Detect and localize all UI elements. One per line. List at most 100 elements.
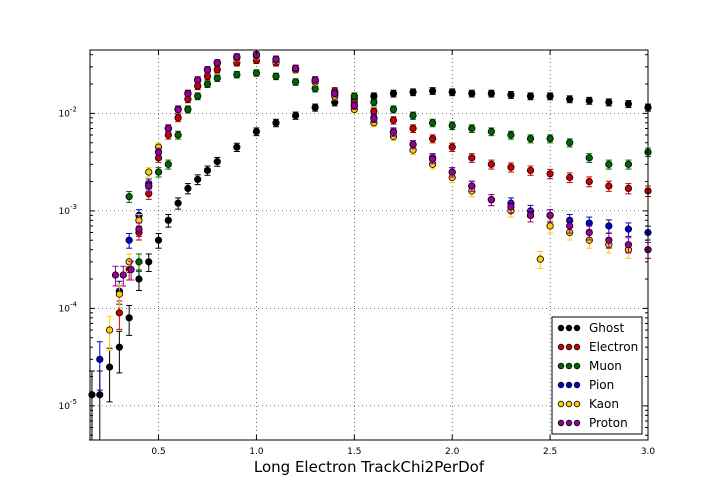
data-point — [154, 236, 163, 244]
data-point — [184, 184, 192, 193]
data-point — [468, 154, 476, 162]
data-point — [350, 92, 358, 100]
data-point — [233, 143, 241, 151]
legend-entry-ghost: Ghost — [557, 321, 624, 335]
legend-box — [551, 316, 643, 435]
data-point — [585, 97, 593, 105]
data-point — [164, 216, 172, 224]
legend-marker — [573, 400, 581, 408]
data-point — [105, 363, 114, 371]
data-point — [311, 84, 319, 93]
data-point — [119, 271, 127, 279]
legend-marker — [573, 419, 581, 427]
data-point — [605, 160, 613, 168]
data-point — [125, 236, 133, 244]
legend-marker — [573, 324, 581, 332]
x-tick-label: 1.5 — [347, 447, 361, 457]
data-point — [252, 69, 261, 77]
legend-marker — [565, 419, 573, 427]
data-point — [370, 107, 378, 115]
data-point — [127, 265, 135, 274]
legend-marker — [565, 343, 573, 351]
data-point — [184, 105, 192, 113]
legend-marker — [565, 381, 573, 389]
data-point — [546, 170, 554, 178]
data-point — [164, 160, 172, 168]
y-tick-label: 10 — [59, 207, 71, 217]
data-point — [111, 271, 120, 279]
axis-ticks: 0.5 1.0 1.5 2.0 2.5 3.010-510-410-310-2 — [59, 50, 656, 457]
x-tick-label: 0.5 — [151, 447, 165, 457]
data-point — [272, 119, 280, 127]
data-point — [605, 98, 613, 106]
data-points — [88, 51, 652, 441]
data-point — [311, 103, 319, 112]
legend-marker — [557, 324, 565, 332]
data-point — [526, 166, 535, 175]
data-point — [370, 98, 378, 106]
data-point — [429, 119, 437, 127]
data-point — [487, 128, 495, 136]
data-point — [233, 70, 241, 79]
data-point — [311, 76, 319, 84]
data-point — [448, 168, 456, 176]
legend-marker — [557, 381, 565, 389]
data-point — [145, 258, 153, 266]
data-point — [115, 290, 123, 298]
data-point — [370, 115, 378, 123]
data-point — [546, 211, 554, 219]
data-point — [145, 168, 153, 176]
legend-label: Proton — [589, 416, 628, 430]
data-point — [213, 59, 221, 67]
data-point — [409, 111, 417, 120]
data-point — [389, 105, 398, 113]
legend-marker — [573, 343, 581, 351]
data-point — [526, 211, 535, 219]
data-point — [96, 391, 104, 399]
data-point — [272, 55, 280, 63]
data-point — [291, 78, 300, 86]
data-point — [585, 177, 593, 186]
data-point — [448, 88, 456, 96]
data-point — [184, 89, 192, 98]
data-point — [448, 121, 456, 130]
legend-marker — [565, 362, 573, 370]
legend-entry-proton: Proton — [557, 416, 628, 430]
data-point — [585, 228, 593, 237]
data-point — [135, 225, 143, 233]
data-point — [566, 173, 574, 182]
data-point — [624, 160, 633, 168]
data-point — [409, 124, 417, 133]
x-axis-label: Long Electron TrackChi2PerDof — [254, 458, 485, 476]
y-tick-label: 10 — [59, 304, 71, 314]
data-point — [272, 72, 280, 80]
data-point — [409, 140, 417, 149]
legend-entry-electron: Electron — [557, 340, 638, 354]
data-point — [164, 124, 172, 133]
data-point — [291, 111, 300, 120]
data-point — [585, 154, 593, 162]
data-point — [174, 131, 182, 139]
x-tick-label: 3.0 — [641, 447, 656, 457]
data-point — [487, 160, 495, 168]
data-point — [546, 92, 554, 100]
data-point — [389, 128, 398, 136]
data-point — [624, 184, 633, 193]
data-point — [507, 91, 515, 99]
y-tick-label: 10 — [59, 109, 71, 119]
data-point — [468, 124, 476, 133]
data-point — [213, 66, 221, 74]
data-point — [154, 168, 163, 176]
legend-marker — [565, 400, 573, 408]
y-tick-exponent: -5 — [70, 398, 77, 406]
data-point — [135, 275, 143, 283]
data-point — [429, 155, 437, 163]
data-point — [125, 193, 133, 201]
y-tick-exponent: -2 — [70, 105, 77, 113]
legend-marker — [557, 343, 565, 351]
data-point — [507, 163, 515, 171]
data-point — [174, 114, 182, 122]
data-point — [174, 105, 182, 113]
data-point — [233, 53, 241, 61]
